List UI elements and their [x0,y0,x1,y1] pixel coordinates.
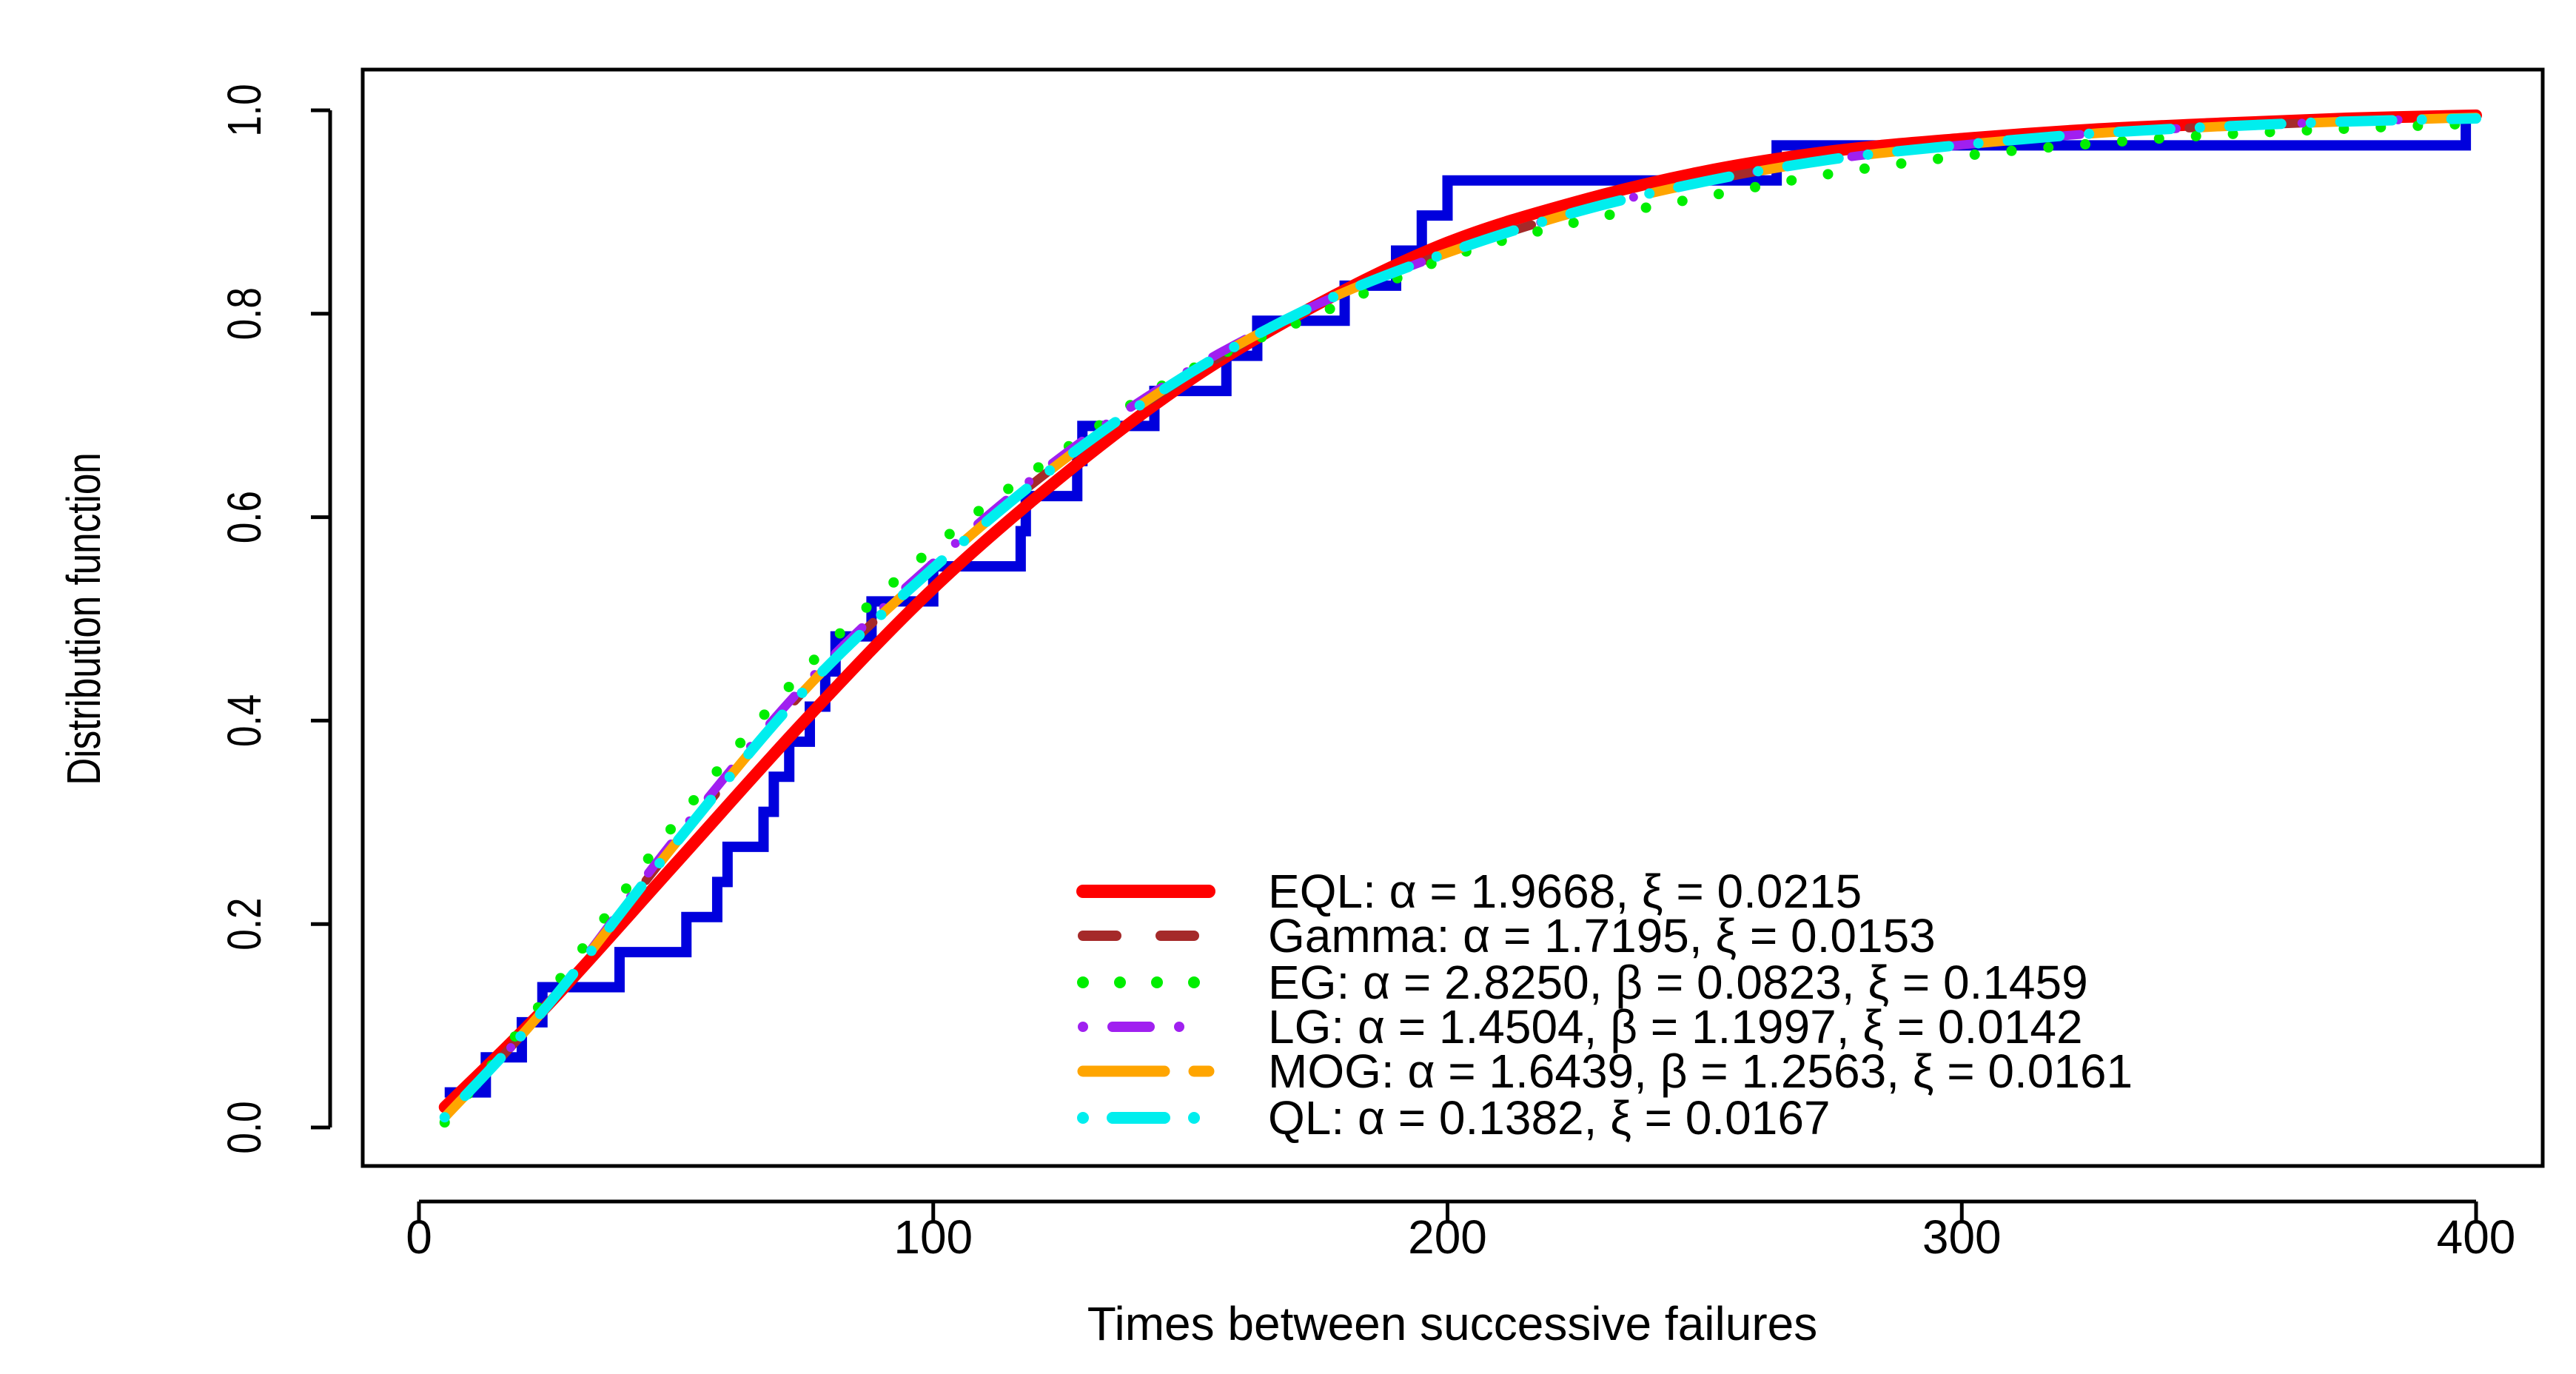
legend-label: EG: α = 2.8250, β = 0.0823, ξ = 0.1459 [1268,956,2088,1009]
y-tick-label: 1.0 [219,84,272,136]
series-line-eg [439,118,2481,1128]
x-tick-label: 200 [1408,1210,1487,1264]
x-tick-label: 400 [2437,1210,2516,1264]
y-axis-label: Distribution function [58,452,111,785]
y-tick-label: 0.0 [219,1101,272,1153]
legend-label: LG: α = 1.4504, β = 1.1997, ξ = 0.0142 [1268,1000,2083,1053]
series-line-ql [439,113,2481,1123]
y-tick-label: 0.2 [219,898,272,951]
axes: 0 100 200 300 400 0.0 0.2 0.4 0.6 0.8 1.0 [219,84,2516,1264]
y-tick-label: 0.8 [219,287,272,340]
x-axis-label: Times between successive failures [1087,1297,1817,1350]
plot-frame [360,67,2545,1168]
fitted-curves [438,109,2482,1128]
x-tick-label: 300 [1922,1210,2002,1264]
y-tick-label: 0.6 [219,491,272,543]
legend-label: MOG: α = 1.6439, β = 1.2563, ξ = 0.0161 [1268,1045,2133,1098]
legend-label: Gamma: α = 1.7195, ξ = 0.0153 [1268,909,1936,962]
x-tick-label: 100 [893,1210,973,1264]
legend-label: EQL: α = 1.9668, ξ = 0.0215 [1268,865,1862,918]
y-tick-label: 0.4 [219,694,272,747]
legend-label: QL: α = 0.1382, ξ = 0.0167 [1268,1091,1831,1145]
x-tick-label: 0 [406,1210,432,1264]
